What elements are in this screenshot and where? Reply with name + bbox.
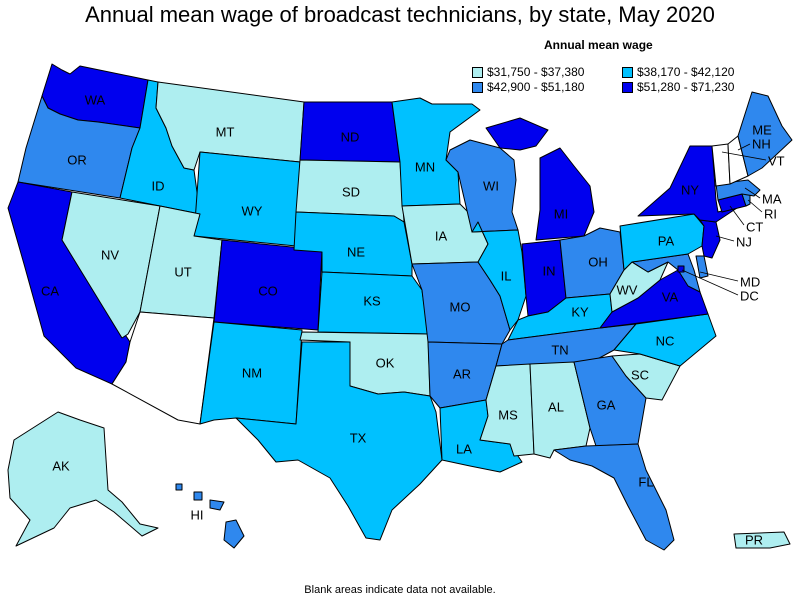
svg-text:CA: CA [41,283,59,298]
svg-text:TX: TX [350,430,367,445]
state-IL[interactable] [471,221,527,331]
state-DE[interactable] [695,255,709,279]
svg-text:WI: WI [483,178,499,193]
legend-item-tier3: $42,900 - $51,180 [472,80,584,94]
svg-text:NC: NC [656,333,675,348]
legend-item-tier2: $38,170 - $42,120 [622,65,734,79]
svg-text:AK: AK [52,458,70,473]
svg-text:SC: SC [631,367,649,382]
svg-text:SD: SD [342,184,360,199]
svg-text:RI: RI [764,206,777,221]
svg-text:MA: MA [762,191,782,206]
svg-text:MD: MD [740,274,760,289]
svg-text:MT: MT [216,124,235,139]
legend-swatch [622,66,633,78]
state-WI[interactable] [445,139,519,233]
state-MI[interactable] [485,117,595,241]
svg-text:FL: FL [638,474,653,489]
svg-text:MI: MI [554,206,568,221]
state-labels: WA OR CA ID NV MT WY UT CO NM ND SD NE K… [41,92,785,547]
svg-text:CT: CT [746,219,763,234]
svg-text:KS: KS [363,293,381,308]
legend-swatch [472,66,483,78]
svg-text:ND: ND [341,129,360,144]
svg-text:HI: HI [191,507,204,522]
state-HI[interactable] [175,483,245,549]
legend-swatch [472,81,483,93]
legend-title: Annual mean wage [544,38,653,52]
svg-text:GA: GA [597,397,616,412]
svg-text:OH: OH [588,254,608,269]
svg-text:ME: ME [752,122,772,137]
state-WY[interactable] [193,151,301,247]
svg-text:AR: AR [453,366,471,381]
state-FL[interactable] [553,443,675,551]
svg-text:PR: PR [745,532,763,547]
svg-text:VA: VA [662,289,679,304]
state-ME[interactable] [737,91,793,177]
svg-text:AL: AL [548,399,564,414]
svg-text:CO: CO [258,283,278,298]
state-PR[interactable] [733,531,791,549]
state-NC[interactable] [613,313,717,367]
footnote: Blank areas indicate data not available. [304,584,496,596]
legend-label: $38,170 - $42,120 [637,65,735,79]
svg-text:OR: OR [67,152,87,167]
state-NY[interactable] [637,145,741,223]
svg-text:WV: WV [617,282,638,297]
svg-text:MN: MN [415,159,435,174]
svg-text:WY: WY [242,203,263,218]
legend-item-tier4: $51,280 - $71,230 [622,80,734,94]
state-DC[interactable] [677,265,685,273]
legend-swatch [622,81,633,93]
svg-text:NV: NV [101,247,119,262]
svg-text:ID: ID [152,178,165,193]
svg-text:NJ: NJ [736,234,752,249]
svg-text:IA: IA [435,228,448,243]
svg-text:IN: IN [543,263,556,278]
svg-text:DC: DC [740,288,759,303]
state-NJ[interactable] [699,219,721,259]
legend-label: $51,280 - $71,230 [637,80,735,94]
map-title: Annual mean wage of broadcast technician… [85,2,715,27]
state-MA[interactable] [715,179,761,201]
svg-text:PA: PA [658,233,675,248]
svg-text:VT: VT [768,153,785,168]
svg-text:KY: KY [571,304,589,319]
svg-text:MS: MS [498,407,518,422]
state-AK[interactable] [7,411,159,547]
svg-text:LA: LA [456,441,472,456]
legend-label: $31,750 - $37,380 [487,65,585,79]
svg-text:NM: NM [242,365,262,380]
svg-text:UT: UT [174,264,191,279]
svg-text:TN: TN [551,342,568,357]
legend-label: $42,900 - $51,180 [487,80,585,94]
svg-text:MO: MO [450,299,471,314]
state-TX[interactable] [235,341,443,541]
legend-item-tier1: $31,750 - $37,380 [472,65,584,79]
svg-text:NY: NY [681,182,699,197]
svg-text:WA: WA [85,92,106,107]
state-MN[interactable] [391,97,481,207]
state-MD[interactable] [631,253,701,293]
svg-text:IL: IL [501,268,512,283]
svg-text:NE: NE [347,244,365,259]
svg-text:OK: OK [376,355,395,370]
svg-text:NH: NH [752,136,771,151]
